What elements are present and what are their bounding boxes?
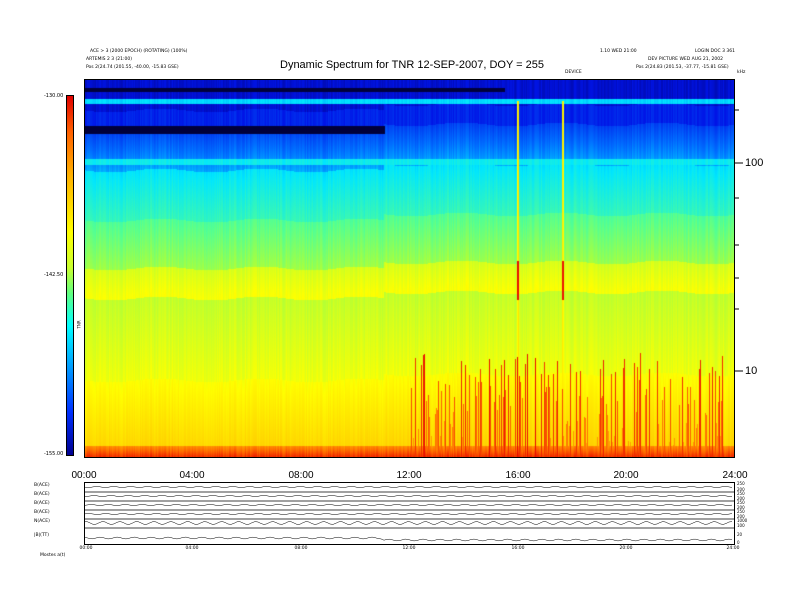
- right-label-5: 250: [737, 500, 745, 505]
- header-left-line2: ARTEMIS 2 3 (21:00): [86, 57, 133, 62]
- panel-label-1: B(ACE): [34, 483, 50, 488]
- bottom-trace-1: [84, 486, 733, 488]
- right-label-3: 250: [737, 491, 745, 496]
- spectrogram-frame: [84, 79, 735, 458]
- bottom-x-tick-00: 00:00: [79, 546, 93, 551]
- right-label-12: 0: [737, 540, 740, 545]
- footer-label: Mostes a(t): [40, 553, 66, 558]
- colorbar-tick-bottom: -155.00: [44, 451, 64, 457]
- x-tick-00: 00:00: [71, 470, 97, 481]
- header-right-line1b: LOGIN DOC 3 361: [695, 49, 735, 54]
- x-tick-12: 12:00: [396, 470, 422, 481]
- bottom-x-tick-16: 16:00: [511, 546, 525, 551]
- colorbar-label: TNR: [76, 320, 82, 329]
- bottom-x-tick-24: 24:00: [726, 546, 740, 551]
- colorbar-tick-top: -130.00: [44, 93, 64, 99]
- right-label-7: 250: [737, 509, 745, 514]
- panel-label-5: N(ACE): [34, 519, 50, 524]
- header-left-position: Pos 2(24.74 (201.55, -40.00, -15.83 GSE): [86, 65, 179, 70]
- chart-title: Dynamic Spectrum for TNR 12-SEP-2007, DO…: [280, 59, 545, 71]
- panel-label-6: |B|(TT): [34, 533, 50, 538]
- right-label-11: 20: [737, 532, 743, 537]
- panel-label-3: B(ACE): [34, 501, 50, 506]
- bottom-trace-3: [84, 504, 733, 506]
- x-tick-04: 04:00: [179, 470, 205, 481]
- panel-label-4: B(ACE): [34, 510, 50, 515]
- bottom-trace-5: [84, 521, 733, 525]
- bottom-panels: [84, 482, 735, 545]
- colorbar: [66, 95, 74, 456]
- header-right-unit: kHz: [737, 70, 746, 75]
- bottom-panel-traces: [84, 486, 733, 542]
- y-axis-ticks: [735, 109, 743, 372]
- panel-label-2: B(ACE): [34, 492, 50, 497]
- right-label-6: 200: [737, 505, 745, 510]
- bottom-trace-4: [84, 513, 733, 515]
- bottom-x-tick-20: 20:00: [619, 546, 633, 551]
- bottom-trace-2: [84, 495, 732, 497]
- right-label-4: 200: [737, 496, 745, 501]
- right-label-9: 1000: [737, 518, 748, 523]
- x-tick-24: 24:00: [722, 470, 748, 481]
- x-tick-20: 20:00: [613, 470, 639, 481]
- y-tick-100: 100: [745, 157, 764, 169]
- colorbar-tick-mid: -142.50: [44, 272, 64, 278]
- header-right-line1: 1.10 WED 21:00: [600, 49, 637, 54]
- bottom-trace-6: [84, 536, 733, 542]
- right-label-2: 200: [737, 487, 745, 492]
- header-left-line1: ACE > 3 (2000 EPOCH) (ROTATING) (100%): [90, 49, 188, 54]
- header-right-line2: DEV PICTURE WED AUG 21, 2002: [648, 57, 723, 62]
- right-label-1: 250: [737, 481, 745, 486]
- header-center-small: DEVICE: [565, 70, 582, 75]
- x-tick-08: 08:00: [288, 470, 314, 481]
- right-label-10: 100: [737, 523, 745, 528]
- bottom-x-tick-04: 04:00: [185, 546, 199, 551]
- header-right-position: Pos 2(24.83 (201.53, -37.77, -15.81 GSE): [636, 65, 729, 70]
- spectrogram-heatmap: [85, 80, 734, 457]
- bottom-x-tick-08: 08:00: [294, 546, 308, 551]
- bottom-x-tick-12: 12:00: [402, 546, 416, 551]
- y-tick-10: 10: [745, 365, 758, 377]
- right-label-8: 200: [737, 514, 745, 519]
- x-tick-16: 16:00: [505, 470, 531, 481]
